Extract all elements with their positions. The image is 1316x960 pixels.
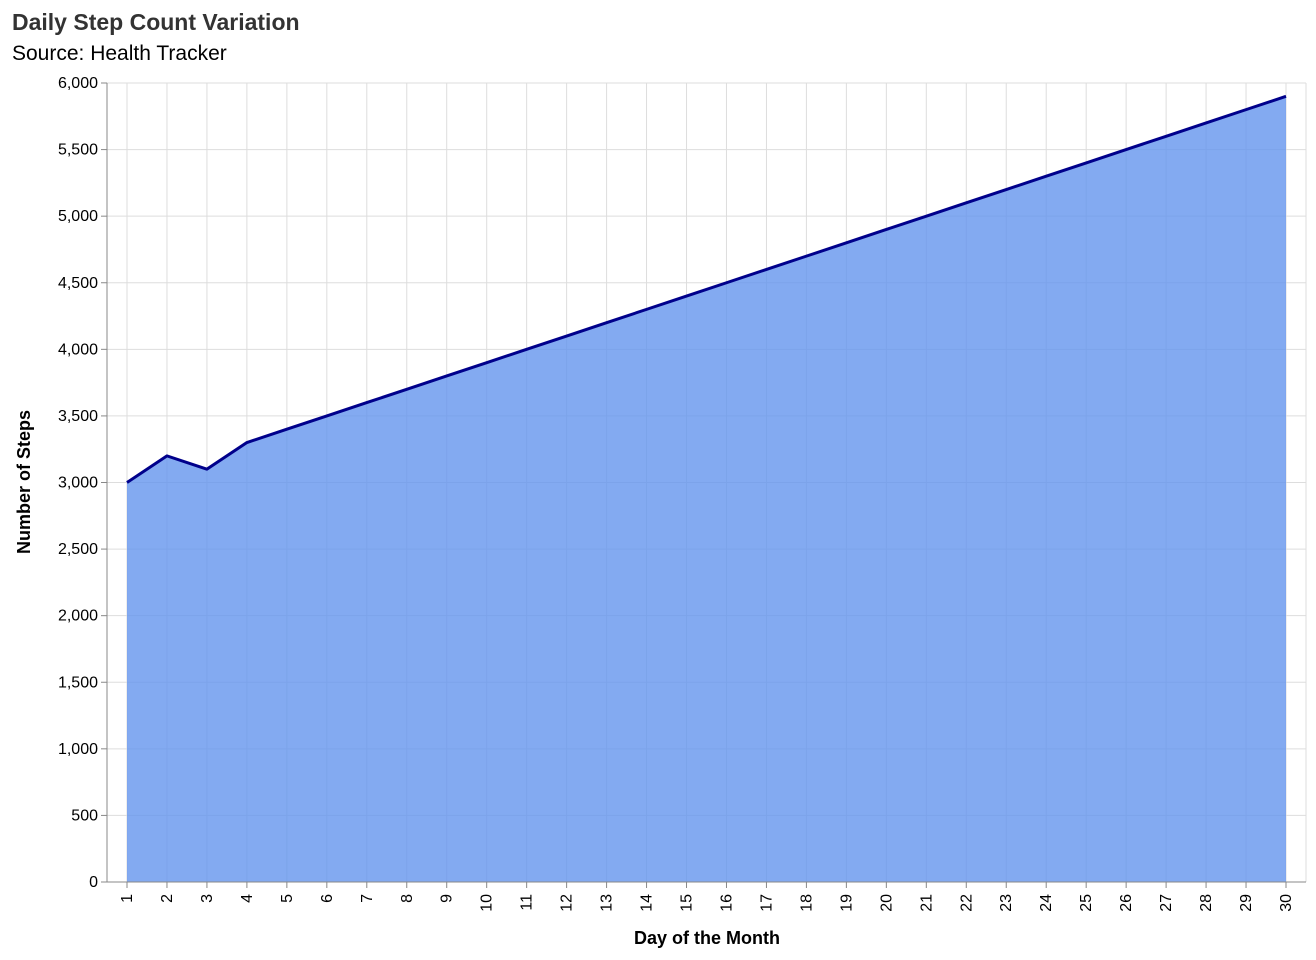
y-tick-label: 3,000 [58,475,98,492]
x-tick-label: 7 [359,894,376,903]
x-tick-label: 2 [159,894,176,903]
x-tick-label: 5 [279,894,296,903]
x-tick-label: 20 [878,894,895,912]
x-tick-label: 4 [239,894,256,903]
y-tick-label: 5,000 [58,208,98,225]
y-tick-label: 1,000 [58,741,98,758]
y-tick-label: 2,000 [58,608,98,625]
x-tick-label: 24 [1038,894,1055,912]
x-tick-label: 26 [1118,894,1135,912]
x-tick-label: 8 [399,894,416,903]
x-tick-label: 27 [1158,894,1175,912]
x-tick-label: 17 [758,894,775,912]
x-tick-label: 25 [1078,894,1095,912]
x-axis-title: Day of the Month [634,928,780,948]
x-tick-label: 14 [639,894,656,912]
y-axis: 0 500 1,000 1,500 2,000 2,500 3,000 3,500 4,000 4… [58,75,108,891]
y-tick-label: 500 [71,807,98,824]
y-tick-label: 5,500 [58,142,98,159]
y-tick-label: 6,000 [58,75,98,92]
x-tick-label: 11 [519,894,536,911]
x-tick-label: 19 [838,894,855,912]
y-tick-label: 0 [89,874,98,891]
x-tick-label: 23 [998,894,1015,912]
y-tick-label: 4,000 [58,341,98,358]
x-tick-label: 22 [958,894,975,912]
chart-title: Daily Step Count Variation [12,9,300,35]
y-axis-title: Number of Steps [14,410,34,554]
x-tick-label: 9 [439,894,456,903]
step-area [127,96,1286,882]
x-axis: 1 2 3 4 5 6 7 8 9 10 11 12 13 14 15 16 17 18 19 20 21 22 23 24 2… [107,881,1306,912]
x-tick-label: 29 [1238,894,1255,912]
x-tick-label: 16 [718,894,735,912]
x-tick-label: 6 [319,894,336,903]
x-tick-label: 30 [1278,894,1295,912]
x-tick-label: 28 [1198,894,1215,912]
x-tick-label: 15 [679,894,696,912]
y-tick-label: 4,500 [58,275,98,292]
x-tick-label: 3 [199,894,216,903]
y-tick-label: 3,500 [58,408,98,425]
y-tick-label: 1,500 [58,674,98,691]
step-line [126,94,1287,484]
x-tick-label: 1 [119,894,136,903]
x-tick-label: 13 [599,894,616,912]
x-tick-label: 18 [798,894,815,912]
x-tick-label: 21 [918,894,935,912]
y-tick-label: 2,500 [58,541,98,558]
chart-subtitle: Source: Health Tracker [12,42,227,65]
x-tick-label: 12 [559,894,576,912]
x-tick-label: 10 [479,894,496,912]
